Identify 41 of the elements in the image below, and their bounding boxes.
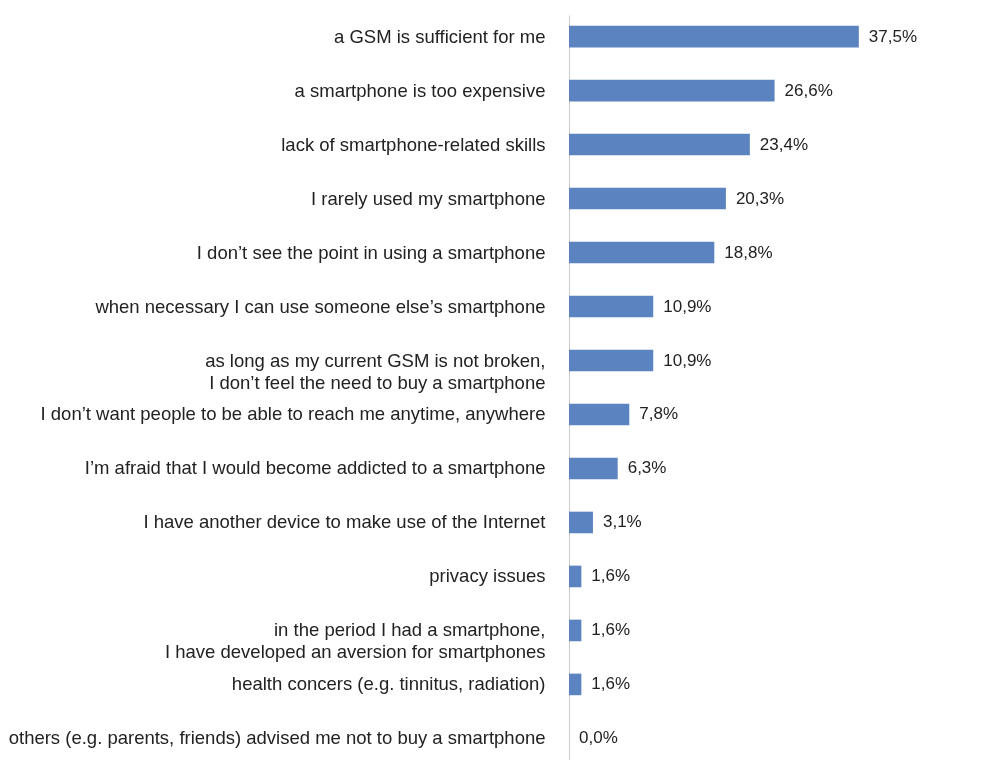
y-tick-label: I rarely used my smartphone <box>311 187 546 209</box>
bar <box>569 403 630 426</box>
y-tick-label: as long as my current GSM is not broken, I don’t feel the need to buy a smartphone <box>205 349 546 393</box>
data-label: 18,8% <box>724 242 773 262</box>
data-label: 1,6% <box>591 566 631 586</box>
data-label: 0,0% <box>579 728 618 748</box>
data-label: 23,4% <box>759 134 809 154</box>
y-tick-label: in the period I had a smartphone, I have developed an aversion for smartphones <box>164 619 546 663</box>
y-tick-label: I have another device to make use of the Internet <box>143 511 546 533</box>
data-label: 6,3% <box>627 458 667 478</box>
data-label: 10,9% <box>663 350 712 370</box>
bar <box>569 619 582 642</box>
bar <box>569 241 715 264</box>
bar <box>569 565 582 588</box>
bar <box>569 187 726 210</box>
y-tick-label: a GSM is sufficient for me <box>334 25 546 47</box>
bar <box>569 511 593 534</box>
data-label: 3,1% <box>602 512 642 532</box>
data-label: 1,6% <box>591 674 631 694</box>
bar <box>569 133 750 156</box>
data-label: 1,6% <box>591 620 631 640</box>
y-tick-label: a smartphone is too expensive <box>294 79 546 101</box>
y-tick-label: privacy issues <box>429 565 546 587</box>
data-label: 10,9% <box>663 296 712 316</box>
data-label: 37,5% <box>868 26 918 46</box>
bar <box>569 349 654 372</box>
y-tick-label: I don’t want people to be able to reach me anytime, anywhere <box>40 403 546 425</box>
y-tick-label: I’m afraid that I would become addicted to a smartphone <box>84 457 546 479</box>
bar <box>569 673 582 696</box>
y-tick-label: I don’t see the point in using a smartphone <box>196 241 546 263</box>
data-label: 20,3% <box>735 188 785 208</box>
data-label: 26,6% <box>784 80 833 100</box>
bar <box>569 25 859 48</box>
y-tick-label: health concers (e.g. tinnitus, radiation) <box>231 673 546 695</box>
bar <box>569 295 654 318</box>
y-tick-label: when necessary I can use someone else’s smartphone <box>94 295 546 317</box>
bar <box>569 457 618 480</box>
bar <box>569 79 775 102</box>
data-label: 7,8% <box>639 404 679 424</box>
y-tick-label: others (e.g. parents, friends) advised me not to buy a smartphone <box>8 727 546 749</box>
y-tick-label: lack of smartphone-related skills <box>281 133 546 155</box>
